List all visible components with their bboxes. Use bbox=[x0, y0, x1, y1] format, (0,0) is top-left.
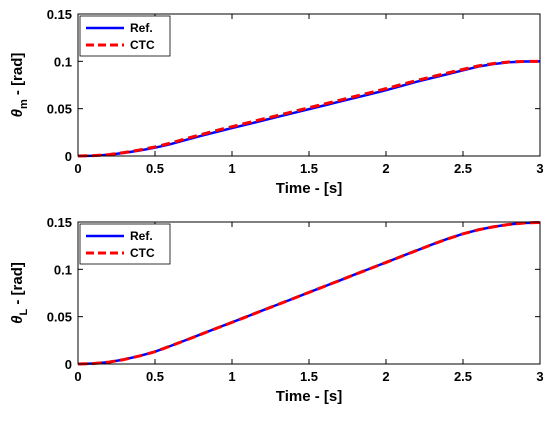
axes-box bbox=[77, 221, 541, 365]
y-tick-label: 0.05 bbox=[47, 102, 72, 117]
x-tick-label: 2.5 bbox=[454, 369, 472, 384]
x-tick-label: 1.5 bbox=[300, 161, 318, 176]
y-axis-label: θm - [rad] bbox=[9, 53, 30, 118]
chart-1: 0 0.5 1 1.5 2 2.5 3 0 0.05 0.1 0.15 Ref. CTC Time - [… bbox=[9, 7, 544, 197]
y-tick-label: 0.05 bbox=[47, 310, 72, 325]
y-tick-label: 0.1 bbox=[54, 54, 72, 69]
legend-label: Ref. bbox=[130, 21, 153, 35]
x-axis-label: Time - [s] bbox=[276, 180, 342, 197]
y-tick-label: 0.15 bbox=[47, 215, 72, 230]
legend-box bbox=[79, 15, 171, 57]
legend: Ref. CTC bbox=[79, 15, 171, 57]
chart-2: 0 0.5 1 1.5 2 2.5 3 0 0.05 0.1 0.15 Ref. CTC Time - [… bbox=[9, 215, 544, 405]
x-tick-label: 1.5 bbox=[300, 369, 318, 384]
x-tick-label: 2.5 bbox=[454, 161, 472, 176]
y-axis-label: θL - [rad] bbox=[9, 262, 30, 324]
legend: Ref. CTC bbox=[79, 223, 171, 265]
y-tick-label: 0 bbox=[65, 149, 72, 164]
legend-label: Ref. bbox=[130, 229, 153, 243]
x-tick-label: 1 bbox=[228, 161, 235, 176]
x-tick-label: 0 bbox=[74, 369, 81, 384]
x-tick-label: 3 bbox=[536, 161, 543, 176]
x-tick-label: 0.5 bbox=[146, 369, 164, 384]
x-tick-label: 2 bbox=[382, 369, 389, 384]
x-tick-label: 1 bbox=[228, 369, 235, 384]
legend-box bbox=[79, 223, 171, 265]
x-tick-label: 2 bbox=[382, 161, 389, 176]
x-tick-label: 0 bbox=[74, 161, 81, 176]
legend-label: CTC bbox=[130, 38, 155, 52]
series-line-ctc bbox=[77, 59, 541, 158]
legend-label: CTC bbox=[130, 246, 155, 260]
x-tick-label: 0.5 bbox=[146, 161, 164, 176]
x-axis-label: Time - [s] bbox=[276, 388, 342, 405]
axes-box bbox=[77, 13, 541, 157]
x-tick-label: 3 bbox=[536, 369, 543, 384]
series-line-ctc bbox=[77, 220, 541, 366]
y-tick-label: 0 bbox=[65, 357, 72, 372]
y-tick-label: 0.1 bbox=[54, 262, 72, 277]
y-tick-label: 0.15 bbox=[47, 7, 72, 22]
